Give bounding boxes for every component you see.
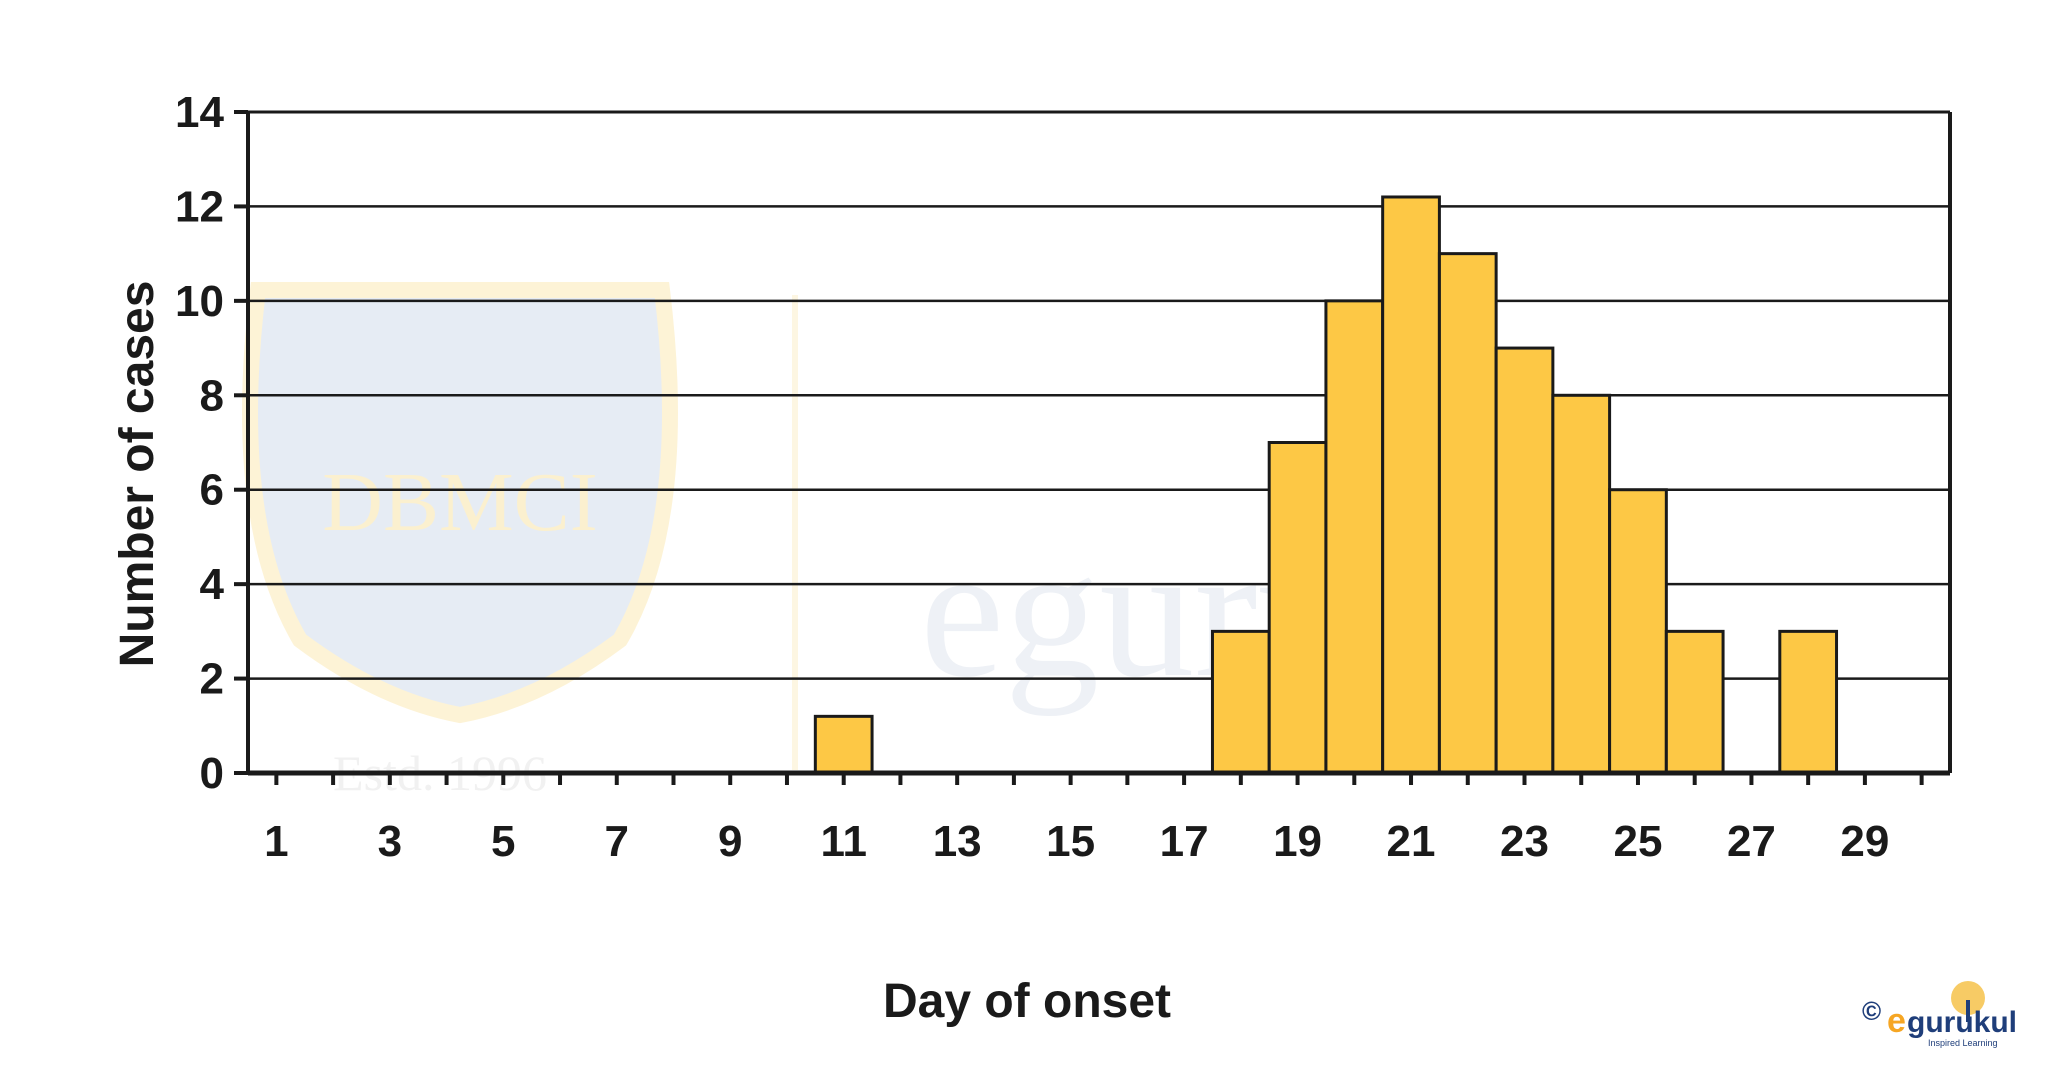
bar-day-19	[1267, 441, 1328, 775]
x-tick-label: 7	[605, 817, 629, 866]
x-tick-label: 17	[1160, 817, 1209, 866]
y-tick-label: 10	[175, 277, 224, 326]
x-ticks: 1 3 5 7 9 11 13 15 17 19 21 23 25 27 29	[264, 773, 1924, 866]
x-tick-label: 1	[264, 817, 288, 866]
bar-day-26	[1664, 629, 1725, 775]
copyright-symbol: ©	[1862, 996, 1881, 1026]
x-tick-label: 27	[1727, 817, 1776, 866]
x-tick-label: 11	[820, 817, 867, 866]
bar-day-20	[1324, 299, 1385, 775]
y-tick-label: 6	[200, 466, 224, 515]
x-tick-label: 23	[1500, 817, 1549, 866]
watermark-seal-text: DBMCI	[322, 456, 597, 549]
bar-day-24	[1551, 393, 1612, 775]
x-tick-label: 19	[1273, 817, 1322, 866]
x-tick-label: 13	[933, 817, 982, 866]
x-tick-label: 25	[1613, 817, 1662, 866]
bars	[813, 195, 1839, 775]
x-tick-label: 3	[378, 817, 402, 866]
logo-brand-e: e	[1887, 1002, 1906, 1040]
y-tick-label: 0	[200, 749, 224, 798]
y-tick-label: 12	[175, 182, 224, 231]
tree-icon	[1951, 981, 1985, 1022]
bar-day-23	[1494, 346, 1555, 775]
x-tick-label: 29	[1840, 817, 1889, 866]
plot-frame	[246, 110, 1952, 776]
egurukul-logo: © e gurukul Inspired Learning	[1862, 981, 2017, 1048]
bar-day-28	[1778, 629, 1839, 775]
y-tick-label: 8	[200, 371, 224, 420]
x-tick-label: 21	[1387, 817, 1436, 866]
x-tick-label: 9	[718, 817, 742, 866]
y-tick-label: 14	[175, 88, 224, 137]
y-tick-label: 2	[200, 655, 224, 704]
y-tick-label: 4	[200, 560, 225, 609]
logo-brand-name: gurukul	[1907, 1006, 2017, 1039]
bar-day-21	[1381, 195, 1441, 775]
y-ticks: 0 2 4 6 8 10 12 14	[175, 88, 248, 798]
logo-tagline: Inspired Learning	[1928, 1038, 1998, 1048]
y-axis-title: Number of cases	[111, 281, 164, 668]
bar-day-25	[1608, 488, 1668, 775]
x-axis-title: Day of onset	[883, 975, 1171, 1028]
bar-day-22	[1437, 252, 1498, 775]
bar-day-11	[813, 714, 874, 775]
x-tick-label: 15	[1046, 817, 1095, 866]
x-tick-label: 5	[491, 817, 515, 866]
bar-day-18	[1210, 629, 1271, 775]
